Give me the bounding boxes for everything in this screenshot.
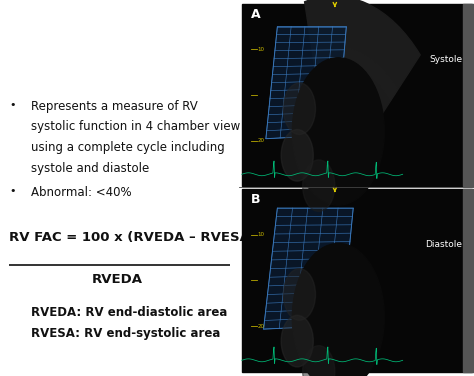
Text: A: A	[251, 8, 261, 21]
Circle shape	[281, 315, 313, 367]
Text: RVEDA: RV end-diastolic area: RVEDA: RV end-diastolic area	[30, 306, 227, 320]
Text: 10: 10	[258, 47, 265, 52]
Polygon shape	[264, 208, 353, 329]
Text: •: •	[9, 186, 16, 196]
Bar	[464, 4, 474, 186]
Wedge shape	[317, 79, 383, 123]
Text: systolic function in 4 chamber view: systolic function in 4 chamber view	[30, 120, 240, 133]
Circle shape	[283, 83, 316, 135]
Text: •: •	[9, 100, 16, 110]
Text: RVEDA: RVEDA	[92, 273, 143, 286]
Text: systole and diastole: systole and diastole	[30, 162, 149, 175]
Text: RV FAC = 100 x (RVEDA – RVESA): RV FAC = 100 x (RVEDA – RVESA)	[9, 231, 256, 244]
Text: B: B	[251, 193, 260, 206]
Text: using a complete cycle including: using a complete cycle including	[30, 141, 224, 154]
Text: Abnormal: <40%: Abnormal: <40%	[30, 186, 131, 199]
Circle shape	[283, 269, 316, 320]
Circle shape	[292, 244, 384, 376]
Wedge shape	[305, 0, 420, 189]
Circle shape	[303, 160, 335, 211]
Wedge shape	[307, 14, 412, 78]
Circle shape	[292, 58, 384, 205]
Circle shape	[281, 130, 313, 181]
Text: 20: 20	[258, 324, 265, 329]
Bar	[242, 189, 472, 372]
Wedge shape	[327, 144, 354, 169]
Text: Systole: Systole	[429, 55, 463, 64]
Text: Diastole: Diastole	[426, 240, 463, 249]
Text: 10: 10	[258, 232, 265, 237]
Text: 20: 20	[258, 138, 265, 143]
Wedge shape	[305, 0, 419, 4]
Circle shape	[303, 346, 335, 376]
Bar	[242, 4, 472, 186]
Wedge shape	[312, 46, 398, 100]
Bar	[464, 189, 474, 372]
Polygon shape	[266, 27, 346, 139]
Wedge shape	[322, 112, 368, 146]
Text: RVESA: RV end-systolic area: RVESA: RV end-systolic area	[30, 327, 220, 340]
Text: Represents a measure of RV: Represents a measure of RV	[30, 100, 197, 113]
